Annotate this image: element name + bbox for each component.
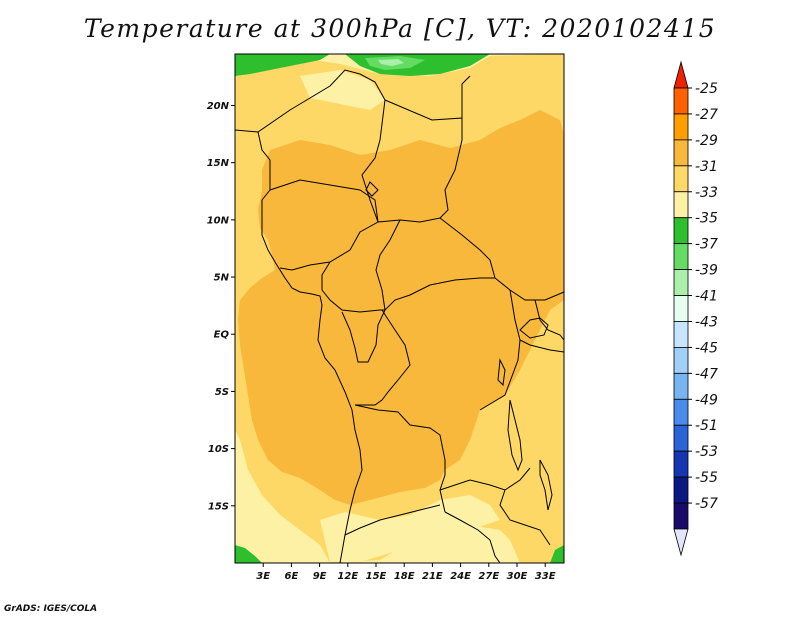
latitude-axis: 20N 15N 10N 5N EQ 5S 10S 15S bbox=[207, 101, 235, 512]
grads-credit: GrADS: IGES/COLA bbox=[4, 604, 98, 614]
lon-tick-label: 24E bbox=[450, 571, 471, 582]
colorbar-bottom-arrow bbox=[673, 528, 689, 557]
colorbar-segment bbox=[673, 321, 689, 348]
lon-tick-label: 6E bbox=[285, 571, 299, 582]
colorbar-top-arrow bbox=[673, 60, 689, 89]
colorbar-label: -25 bbox=[695, 81, 718, 97]
lat-tick-label: 10S bbox=[208, 444, 229, 455]
contour-band-37-35-se bbox=[550, 545, 564, 563]
colorbar-label: -29 bbox=[695, 133, 718, 149]
contour-band-31-29 bbox=[238, 110, 564, 505]
contour-band-35-33-south bbox=[320, 495, 500, 562]
colorbar-label: -41 bbox=[695, 289, 718, 305]
colorbar-segment bbox=[673, 372, 689, 400]
colorbar-label: -55 bbox=[695, 470, 718, 486]
lon-tick-label: 30E bbox=[507, 571, 528, 582]
colorbar-segment bbox=[673, 217, 689, 245]
lon-tick-label: 21E bbox=[422, 571, 443, 582]
colorbar-label: -43 bbox=[695, 314, 718, 330]
lat-tick-label: 5S bbox=[215, 387, 229, 398]
colorbar-segment bbox=[673, 113, 689, 141]
colorbar-segment bbox=[673, 139, 689, 167]
colorbar-label: -47 bbox=[695, 366, 718, 382]
longitude-axis: 3E 6E 9E 12E 15E 18E 21E 24E 27E 30E 33E bbox=[256, 563, 556, 582]
colorbar-label: -31 bbox=[695, 159, 718, 175]
map-plot-area bbox=[234, 53, 565, 564]
colorbar-segment bbox=[673, 398, 689, 426]
map-title: Temperature at 300hPa [C], VT: 202010241… bbox=[83, 14, 717, 43]
colorbar-segment bbox=[673, 450, 689, 478]
lon-tick-label: 3E bbox=[256, 571, 270, 582]
contour-band-35-33-north bbox=[300, 70, 385, 110]
contour-band-37-35-sw bbox=[235, 545, 262, 563]
lat-tick-label: 15N bbox=[207, 158, 230, 169]
country-borders bbox=[234, 69, 565, 564]
colorbar-label: -51 bbox=[695, 418, 718, 434]
colorbar-segment bbox=[673, 502, 689, 530]
colorbar-segment bbox=[673, 269, 689, 296]
colorbar-segment bbox=[673, 424, 689, 452]
colorbar-label: -39 bbox=[695, 263, 718, 279]
lon-tick-label: 27E bbox=[478, 571, 499, 582]
colorbar-segment bbox=[673, 243, 689, 270]
lon-tick-label: 9E bbox=[313, 571, 327, 582]
colorbar: -25 -27 -29 -31 -33 -35 -37 -39 -41 -43 -45 -47 -49 -… bbox=[673, 60, 718, 557]
colorbar-label: -57 bbox=[695, 496, 718, 512]
colorbar-segment bbox=[673, 165, 689, 193]
colorbar-segment bbox=[673, 347, 689, 374]
lon-tick-label: 18E bbox=[394, 571, 415, 582]
lon-tick-label: 15E bbox=[366, 571, 387, 582]
colorbar-segment bbox=[673, 191, 689, 219]
lon-tick-label: 12E bbox=[337, 571, 358, 582]
colorbar-segment bbox=[673, 476, 689, 504]
colorbar-label: -37 bbox=[695, 237, 718, 253]
contour-band-37-35 bbox=[235, 54, 330, 76]
colorbar-label: -27 bbox=[695, 107, 718, 123]
contour-band-41-39 bbox=[378, 59, 404, 66]
colorbar-label: -33 bbox=[695, 185, 718, 201]
colorbar-label: -35 bbox=[695, 211, 718, 227]
lakes bbox=[365, 181, 553, 511]
lat-tick-label: EQ bbox=[214, 330, 230, 341]
lat-tick-label: 10N bbox=[207, 215, 230, 226]
colorbar-label: -53 bbox=[695, 444, 718, 460]
lat-tick-label: 20N bbox=[207, 101, 230, 112]
colorbar-label: -49 bbox=[695, 392, 718, 408]
colorbar-label: -45 bbox=[695, 340, 718, 356]
colorbar-segment bbox=[673, 295, 689, 322]
plot-frame bbox=[234, 53, 565, 564]
lat-tick-label: 5N bbox=[214, 273, 230, 284]
colorbar-segment bbox=[673, 87, 689, 115]
lon-tick-label: 33E bbox=[535, 571, 556, 582]
lat-tick-label: 15S bbox=[208, 501, 229, 512]
